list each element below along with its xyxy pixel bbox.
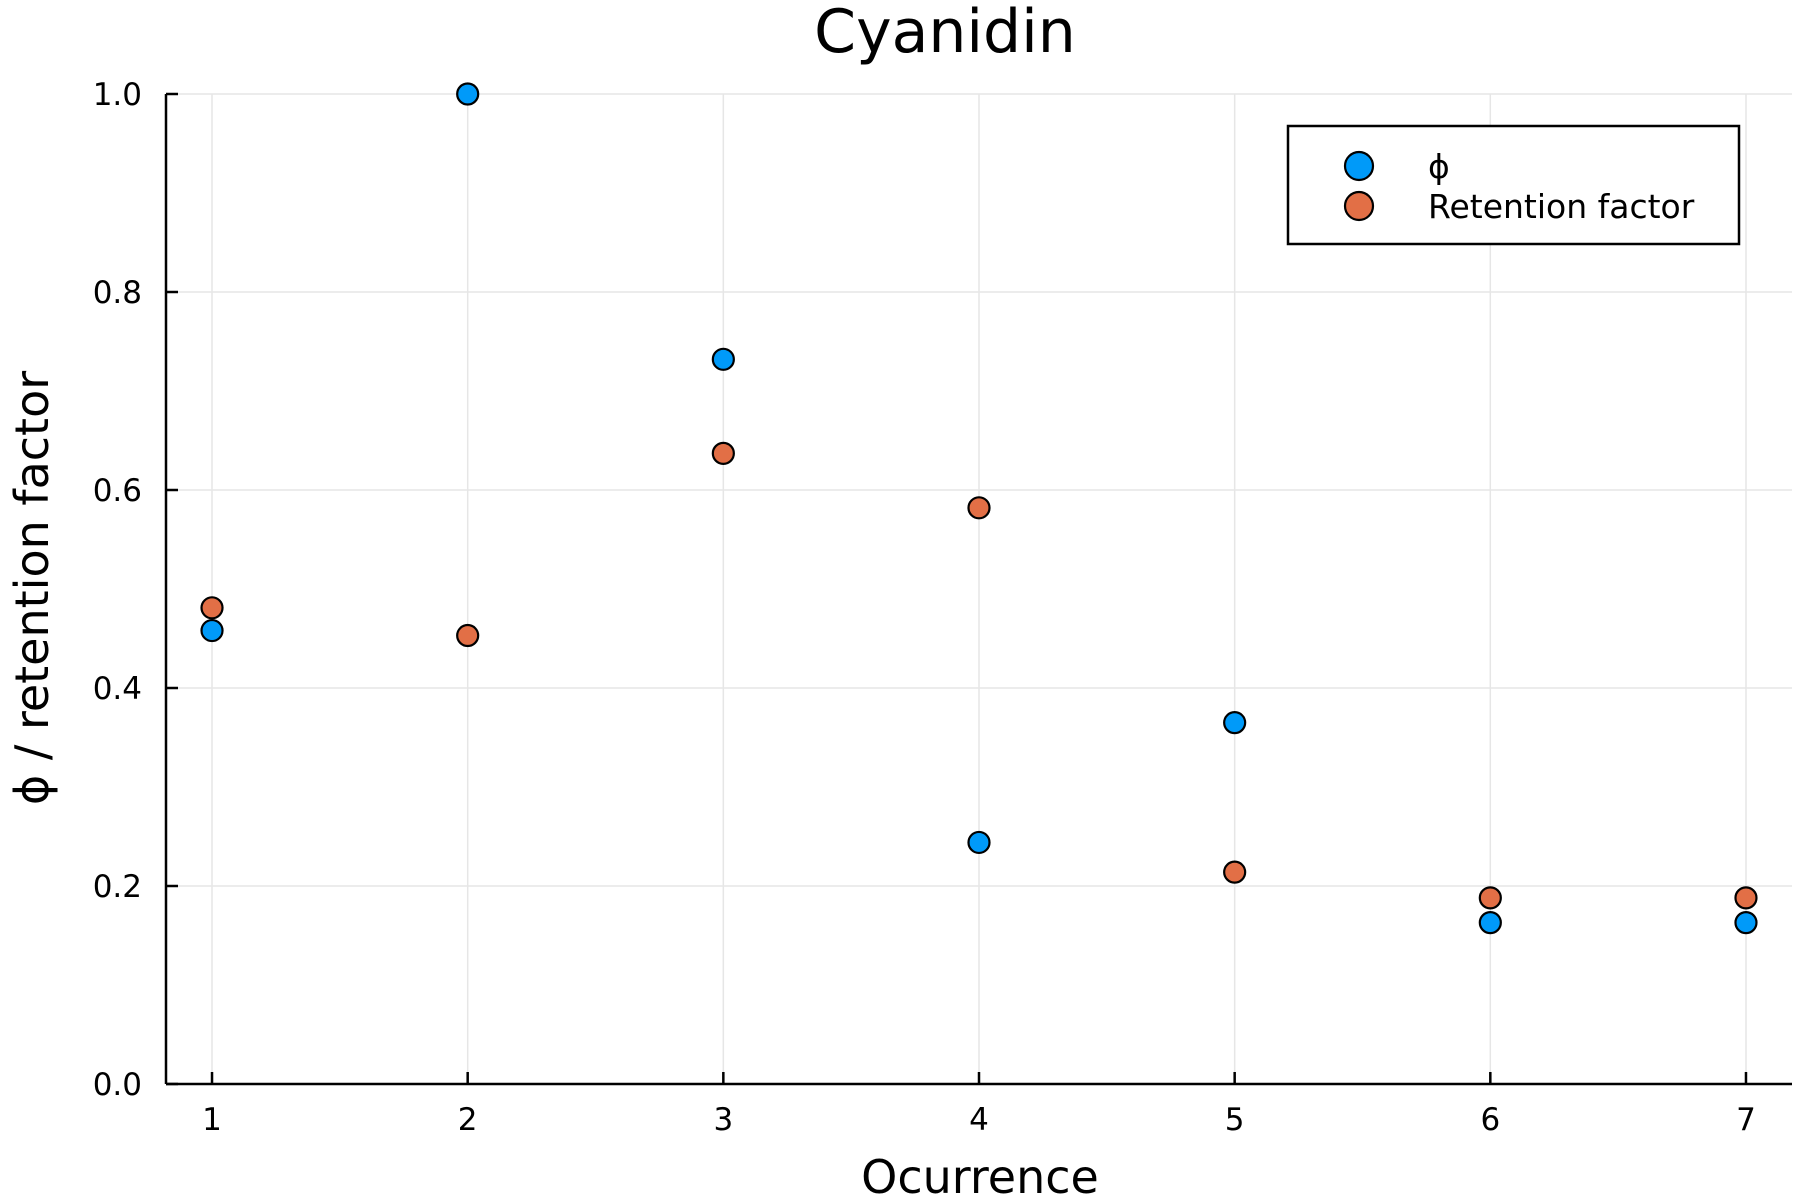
ticks: 1 2 3 4 5 6 7 0.0 0.2 0.4 0.6 0.8 1.0 <box>93 77 1756 1138</box>
data-point-retention-factor <box>1478 886 1502 910</box>
legend: ϕ Retention factor <box>1286 124 1741 246</box>
x-tick-label: 6 <box>1480 1102 1500 1138</box>
data-point-retention-factor <box>456 623 480 648</box>
data-point-retention-factor <box>1223 860 1247 884</box>
x-tick-label: 5 <box>1225 1102 1245 1138</box>
data-point-phi <box>1223 711 1247 735</box>
x-tick-label: 4 <box>969 1102 989 1138</box>
x-tick-label: 3 <box>713 1102 733 1138</box>
legend-label-phi: ϕ <box>1428 147 1450 186</box>
x-axis-label: Ocurrence <box>861 1150 1099 1200</box>
data-point-phi <box>711 347 735 371</box>
data-point-phi <box>967 830 991 855</box>
legend-marker-phi <box>1343 150 1375 182</box>
y-tick-label: 0.2 <box>93 869 142 905</box>
y-tick-label: 0.8 <box>93 275 142 311</box>
grid <box>166 93 1792 1085</box>
data-point-phi <box>200 618 224 643</box>
data-point-retention-factor <box>1734 886 1758 910</box>
data-point-retention-factor <box>711 441 735 465</box>
y-tick-label: 0.4 <box>93 671 142 707</box>
y-axis-label: ϕ / retention factor <box>5 371 59 805</box>
data-points <box>200 82 1758 935</box>
data-point-retention-factor <box>200 596 224 620</box>
y-tick-label: 0.6 <box>93 473 142 509</box>
data-point-retention-factor <box>967 496 991 520</box>
legend-label-retention-factor: Retention factor <box>1428 187 1695 226</box>
x-tick-label: 1 <box>202 1102 222 1138</box>
data-point-phi <box>1734 911 1758 935</box>
x-tick-label: 7 <box>1736 1102 1756 1138</box>
y-tick-label: 1.0 <box>93 77 142 113</box>
legend-marker-retention-factor <box>1343 190 1375 222</box>
y-tick-label: 0.0 <box>93 1067 142 1103</box>
data-point-phi <box>456 82 480 106</box>
x-tick-label: 2 <box>458 1102 478 1138</box>
chart-title: Cyanidin <box>814 0 1076 67</box>
legend-box <box>1286 124 1741 246</box>
data-point-phi <box>1478 911 1502 935</box>
